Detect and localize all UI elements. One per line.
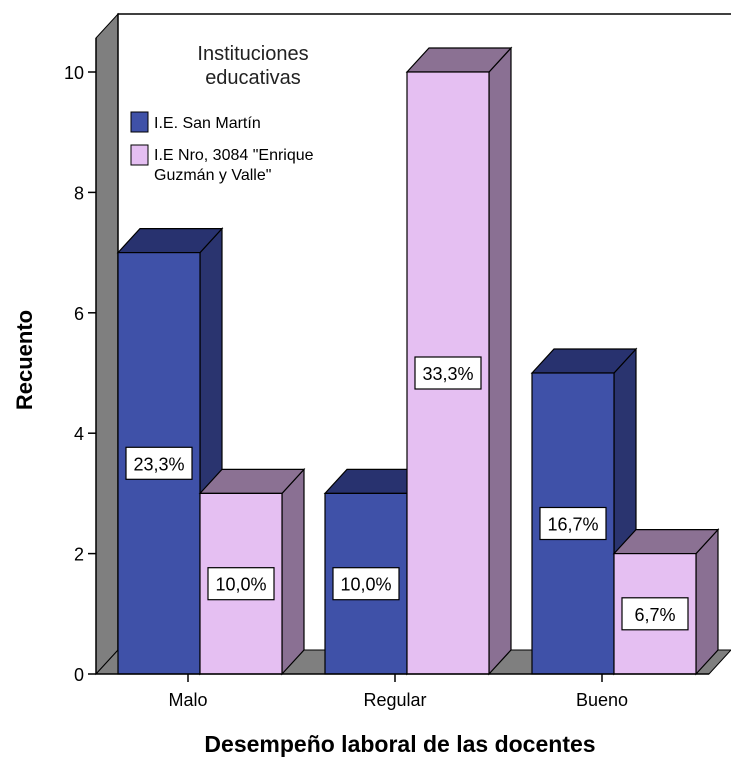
bar-side-face — [695, 528, 719, 676]
legend-swatch-san-martin — [130, 111, 149, 133]
bars-group: 23,3% 10,0% 10,0% 33,3% 16,7% 6,7% — [116, 46, 720, 676]
bar-side-face — [281, 467, 305, 676]
x-axis-title: Desempeño laboral de las docentes — [204, 731, 595, 757]
data-label-box — [207, 567, 275, 601]
data-label: 10,0% — [215, 575, 266, 595]
data-label-box — [414, 356, 482, 390]
legend-label-enrique-guzman-line-1: I.E Nro, 3084 "Enrique — [154, 147, 314, 164]
data-label-box — [621, 597, 689, 631]
x-tick-label: Regular — [363, 690, 426, 710]
y-axis-title: Recuento — [12, 310, 37, 410]
legend: Instituciones educativas I.E. San Martín… — [130, 43, 314, 184]
x-tick-label: Malo — [168, 690, 207, 710]
data-label-box — [125, 446, 193, 480]
data-label-box — [332, 567, 400, 601]
legend-title-line-1: Instituciones — [197, 43, 308, 65]
chart-left-wall — [95, 12, 119, 676]
x-tick-label: Bueno — [576, 690, 628, 710]
data-label: 33,3% — [422, 364, 473, 384]
y-tick-label: 2 — [74, 545, 84, 565]
y-tick-label: 10 — [64, 63, 84, 83]
bar-bueno-series-2: 6,7% — [612, 528, 720, 676]
data-label: 6,7% — [634, 605, 675, 625]
legend-title-line-2: educativas — [205, 67, 301, 89]
bar-side-face — [488, 46, 512, 676]
y-tick-label: 6 — [74, 304, 84, 324]
legend-label-enrique-guzman-line-2: Guzmán y Valle" — [154, 167, 271, 184]
bar-malo-series-2: 10,0% — [198, 467, 306, 676]
data-label-box — [539, 506, 607, 541]
data-label: 16,7% — [547, 515, 598, 535]
y-axis: 0 2 4 6 8 10 — [64, 38, 97, 685]
legend-swatch-enrique-guzman — [130, 144, 149, 166]
bar-regular-series-2: 33,3% — [405, 46, 513, 676]
y-tick-label: 0 — [74, 665, 84, 685]
x-axis: Malo Regular Bueno — [168, 674, 628, 710]
y-tick-label: 4 — [74, 424, 84, 444]
legend-label-san-martin: I.E. San Martín — [154, 115, 261, 132]
bar-bueno-series-1: 16,7% — [530, 347, 638, 676]
y-tick-label: 8 — [74, 183, 84, 203]
data-label: 23,3% — [133, 454, 184, 474]
data-label: 10,0% — [340, 575, 391, 595]
